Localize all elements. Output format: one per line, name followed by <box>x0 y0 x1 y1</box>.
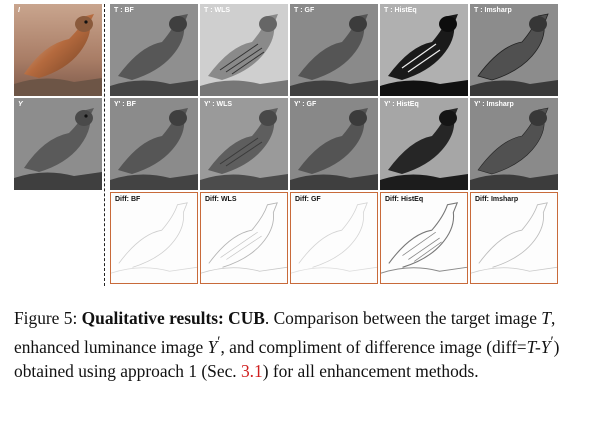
caption-prefix: Figure 5: <box>14 308 82 328</box>
enhanced-wls-label: Y' : WLS <box>204 101 233 108</box>
diff-histeq: Diff: HistEq <box>380 192 468 284</box>
caption-text-5: ) for all enhancement methods. <box>262 360 479 381</box>
target-imsharp-label: T : Imsharp <box>474 7 512 14</box>
diff-gf: Diff: GF <box>290 192 378 284</box>
original-image: I <box>14 4 102 96</box>
caption-prime-2: ′ <box>550 334 554 350</box>
enhanced-imsharp: Y' : Imsharp <box>470 98 558 190</box>
bird-enhanced-gf <box>290 98 378 190</box>
diff-imsharp: Diff: Imsharp <box>470 192 558 284</box>
figure-caption: Figure 5: Qualitative results: CUB. Comp… <box>14 306 590 383</box>
caption-bold: Qualitative results: CUB <box>81 308 265 328</box>
original-label: I <box>18 7 20 14</box>
target-histeq: T : HistEq <box>380 4 468 96</box>
bird-enhanced-histeq <box>380 98 468 190</box>
diff-gf-label: Diff: GF <box>295 196 321 203</box>
caption-text-1: . Comparison between the target image <box>264 308 542 328</box>
bird-diff-gf <box>291 202 377 274</box>
bird-target-imsharp <box>470 4 558 96</box>
caption-var-y: Y <box>207 336 218 357</box>
figure-grid: I Y T : BF T : WLS T : GF T : HistEq T :… <box>14 4 558 286</box>
bird-enhanced-wls <box>200 98 288 190</box>
caption-prime: ′ <box>217 334 221 350</box>
bird-color-photo <box>14 4 102 96</box>
enhanced-bf: Y' : BF <box>110 98 198 190</box>
bird-diff-wls <box>201 202 287 274</box>
caption-text-3: , and compliment of difference image (di… <box>220 336 527 357</box>
bird-target-histeq <box>380 4 468 96</box>
bird-gray-photo <box>14 98 102 190</box>
target-gf: T : GF <box>290 4 378 96</box>
bird-target-bf <box>110 4 198 96</box>
diff-wls: Diff: WLS <box>200 192 288 284</box>
bird-diff-imsharp <box>471 202 557 274</box>
enhanced-histeq: Y' : HistEq <box>380 98 468 190</box>
bird-target-gf <box>290 4 378 96</box>
enhanced-gf: Y' : GF <box>290 98 378 190</box>
caption-text-2: , enhanced luminance image <box>14 308 556 357</box>
target-bf-label: T : BF <box>114 7 134 14</box>
diff-imsharp-label: Diff: Imsharp <box>475 196 519 203</box>
enhanced-imsharp-label: Y' : Imsharp <box>474 101 514 108</box>
diff-bf-label: Diff: BF <box>115 196 141 203</box>
bird-diff-bf <box>111 202 197 274</box>
target-histeq-label: T : HistEq <box>384 7 417 14</box>
caption-section-ref[interactable]: 3.1 <box>240 360 263 381</box>
diff-histeq-label: Diff: HistEq <box>385 196 424 203</box>
bird-target-wls <box>200 4 288 96</box>
luminance-label: Y <box>18 101 23 108</box>
target-imsharp: T : Imsharp <box>470 4 558 96</box>
diff-wls-label: Diff: WLS <box>205 196 237 203</box>
enhanced-wls: Y' : WLS <box>200 98 288 190</box>
target-wls: T : WLS <box>200 4 288 96</box>
target-gf-label: T : GF <box>294 7 315 14</box>
enhanced-gf-label: Y' : GF <box>294 101 317 108</box>
target-bf: T : BF <box>110 4 198 96</box>
enhanced-bf-label: Y' : BF <box>114 101 136 108</box>
enhanced-histeq-label: Y' : HistEq <box>384 101 419 108</box>
column-divider <box>104 4 105 286</box>
caption-text-4: ) obtained using approach 1 (Sec. <box>14 336 560 381</box>
caption-var-t: T <box>541 308 551 328</box>
caption-diff-expr: T-Y <box>526 336 551 357</box>
diff-bf: Diff: BF <box>110 192 198 284</box>
bird-enhanced-bf <box>110 98 198 190</box>
bird-diff-histeq <box>381 202 467 274</box>
bird-enhanced-imsharp <box>470 98 558 190</box>
target-wls-label: T : WLS <box>204 7 231 14</box>
luminance-image: Y <box>14 98 102 190</box>
